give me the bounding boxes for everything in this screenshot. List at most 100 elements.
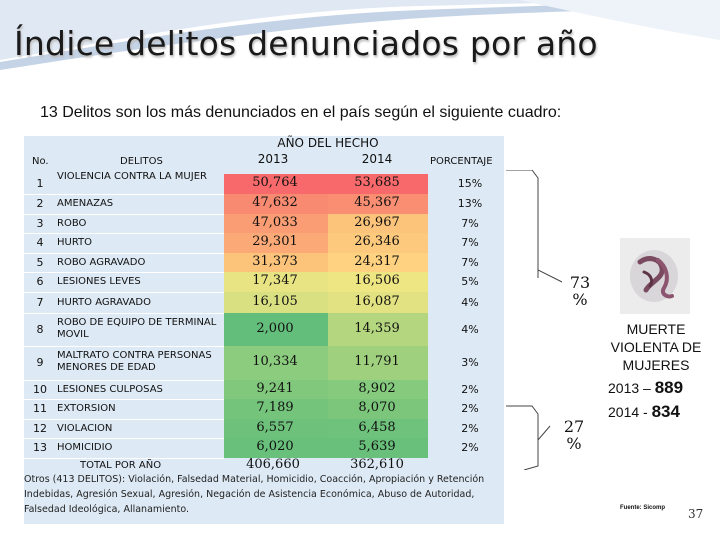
crime-table: No. DELITOS AÑO DEL HECHO 2013 2014 PORC… xyxy=(24,136,504,524)
ribbon-photo xyxy=(620,238,690,314)
side-line-2014: 2014 - 834 xyxy=(608,402,708,422)
row-number: 11 xyxy=(33,402,47,415)
row-delito: EXTORSION xyxy=(57,403,116,414)
heat-cell-2013 xyxy=(224,380,328,399)
row-value-2013: 50,764 xyxy=(252,175,298,190)
row-delito: AMENAZAS xyxy=(57,198,114,209)
row-separator xyxy=(24,438,224,439)
heat-cell-2014 xyxy=(328,253,428,272)
row-value-2014: 26,346 xyxy=(354,234,400,249)
row-separator xyxy=(24,214,224,215)
total-2014: 362,610 xyxy=(350,457,404,472)
row-value-2014: 14,359 xyxy=(354,320,400,336)
row-separator xyxy=(24,194,224,195)
row-percentage: 3% xyxy=(461,356,479,369)
header-delitos: DELITOS xyxy=(120,156,163,167)
row-percentage: 15% xyxy=(457,177,483,190)
row-separator xyxy=(24,346,224,347)
row-value-2014: 8,070 xyxy=(358,400,396,415)
row-value-2013: 10,334 xyxy=(252,354,298,369)
heat-cell-2014 xyxy=(328,292,428,313)
row-percentage: 7% xyxy=(461,236,479,249)
heat-cell-2014 xyxy=(328,438,428,458)
row-value-2013: 47,632 xyxy=(252,195,298,210)
row-delito: VIOLACION xyxy=(57,422,113,434)
heat-cell-2013 xyxy=(224,214,328,233)
pct-bottom-27: 27 % xyxy=(563,417,585,453)
heat-cell-2014 xyxy=(328,313,428,346)
heat-cell-2013 xyxy=(224,174,328,194)
heat-cell-2013 xyxy=(224,233,328,253)
heat-cell-2013 xyxy=(224,399,328,419)
heat-cell-2014 xyxy=(328,346,428,380)
row-number: 3 xyxy=(36,216,44,230)
row-number: 4 xyxy=(36,236,44,249)
row-percentage: 2% xyxy=(461,402,479,415)
row-percentage: 7% xyxy=(461,255,479,269)
row-number: 12 xyxy=(33,421,47,435)
row-separator xyxy=(24,253,224,254)
row-delito: HURTO AGRAVADO xyxy=(57,296,151,308)
header-2013: 2013 xyxy=(257,152,289,166)
heat-cell-2014 xyxy=(328,380,428,399)
page-number: 37 xyxy=(688,507,704,521)
table-footnote: Otros (413 DELITOS): Violación, Falsedad… xyxy=(24,474,485,515)
row-percentage: 2% xyxy=(461,421,479,435)
row-delito: LESIONES CULPOSAS xyxy=(57,383,163,395)
row-value-2013: 7,189 xyxy=(256,400,294,415)
row-delito: LESIONES LEVES xyxy=(57,276,141,287)
row-separator xyxy=(24,313,224,314)
heat-cell-2014 xyxy=(328,174,428,194)
heat-cell-2013 xyxy=(224,253,328,272)
row-value-2014: 16,506 xyxy=(354,273,400,288)
row-value-2014: 6,458 xyxy=(358,419,396,435)
row-percentage: 13% xyxy=(457,197,483,210)
heat-cell-2013 xyxy=(224,272,328,292)
row-delito: HOMICIDIO xyxy=(57,442,113,453)
row-value-2013: 29,301 xyxy=(252,234,298,249)
page-title: Índice delitos denunciados por año xyxy=(14,24,598,63)
heat-cell-2013 xyxy=(224,346,328,380)
side-line-2013: 2013 – 889 xyxy=(608,378,708,398)
row-separator xyxy=(24,419,224,420)
row-number: 1 xyxy=(36,177,44,190)
row-percentage: 5% xyxy=(461,275,479,288)
row-value-2014: 5,639 xyxy=(358,439,396,454)
row-number: 2 xyxy=(36,197,44,210)
row-percentage: 4% xyxy=(461,295,479,309)
bracket-lines xyxy=(506,170,563,470)
heat-cell-2014 xyxy=(328,272,428,292)
total-2013: 406,660 xyxy=(246,457,300,472)
row-separator xyxy=(24,292,224,293)
side-heading: MUERTE VIOLENTA DE MUJERES xyxy=(610,321,702,373)
heat-cell-2014 xyxy=(328,233,428,253)
row-value-2013: 31,373 xyxy=(252,253,298,269)
row-value-2013: 2,000 xyxy=(256,320,294,336)
row-delito: MALTRATO CONTRA PERSONAS MENORES DE EDAD xyxy=(57,350,212,373)
page-subtitle: 13 Delitos son los más denunciados en el… xyxy=(40,104,562,121)
heat-cell-2013 xyxy=(224,313,328,346)
row-delito: VIOLENCIA CONTRA LA MUJER xyxy=(57,171,207,182)
row-value-2013: 16,105 xyxy=(252,293,298,309)
heat-cell-2013 xyxy=(224,292,328,313)
row-separator xyxy=(24,233,224,234)
heat-cell-2013 xyxy=(224,438,328,458)
row-percentage: 2% xyxy=(461,382,479,396)
row-separator xyxy=(24,458,224,459)
heat-cell-2014 xyxy=(328,194,428,214)
row-number: 5 xyxy=(36,255,44,269)
row-value-2013: 47,033 xyxy=(252,214,298,230)
header-no: No. xyxy=(32,156,49,167)
side-line-2013-year: 2013 – xyxy=(608,380,655,396)
row-number: 9 xyxy=(36,356,44,369)
row-percentage: 2% xyxy=(461,441,479,454)
row-delito: HURTO xyxy=(57,237,93,248)
row-separator xyxy=(24,399,224,400)
row-number: 8 xyxy=(36,322,44,336)
total-label: TOTAL POR AÑO xyxy=(80,460,162,471)
header-swoosh-decoration xyxy=(0,0,720,70)
row-value-2014: 8,902 xyxy=(358,380,396,396)
heat-cell-2014 xyxy=(328,419,428,438)
row-number: 6 xyxy=(36,275,44,288)
row-percentage: 7% xyxy=(461,216,479,230)
